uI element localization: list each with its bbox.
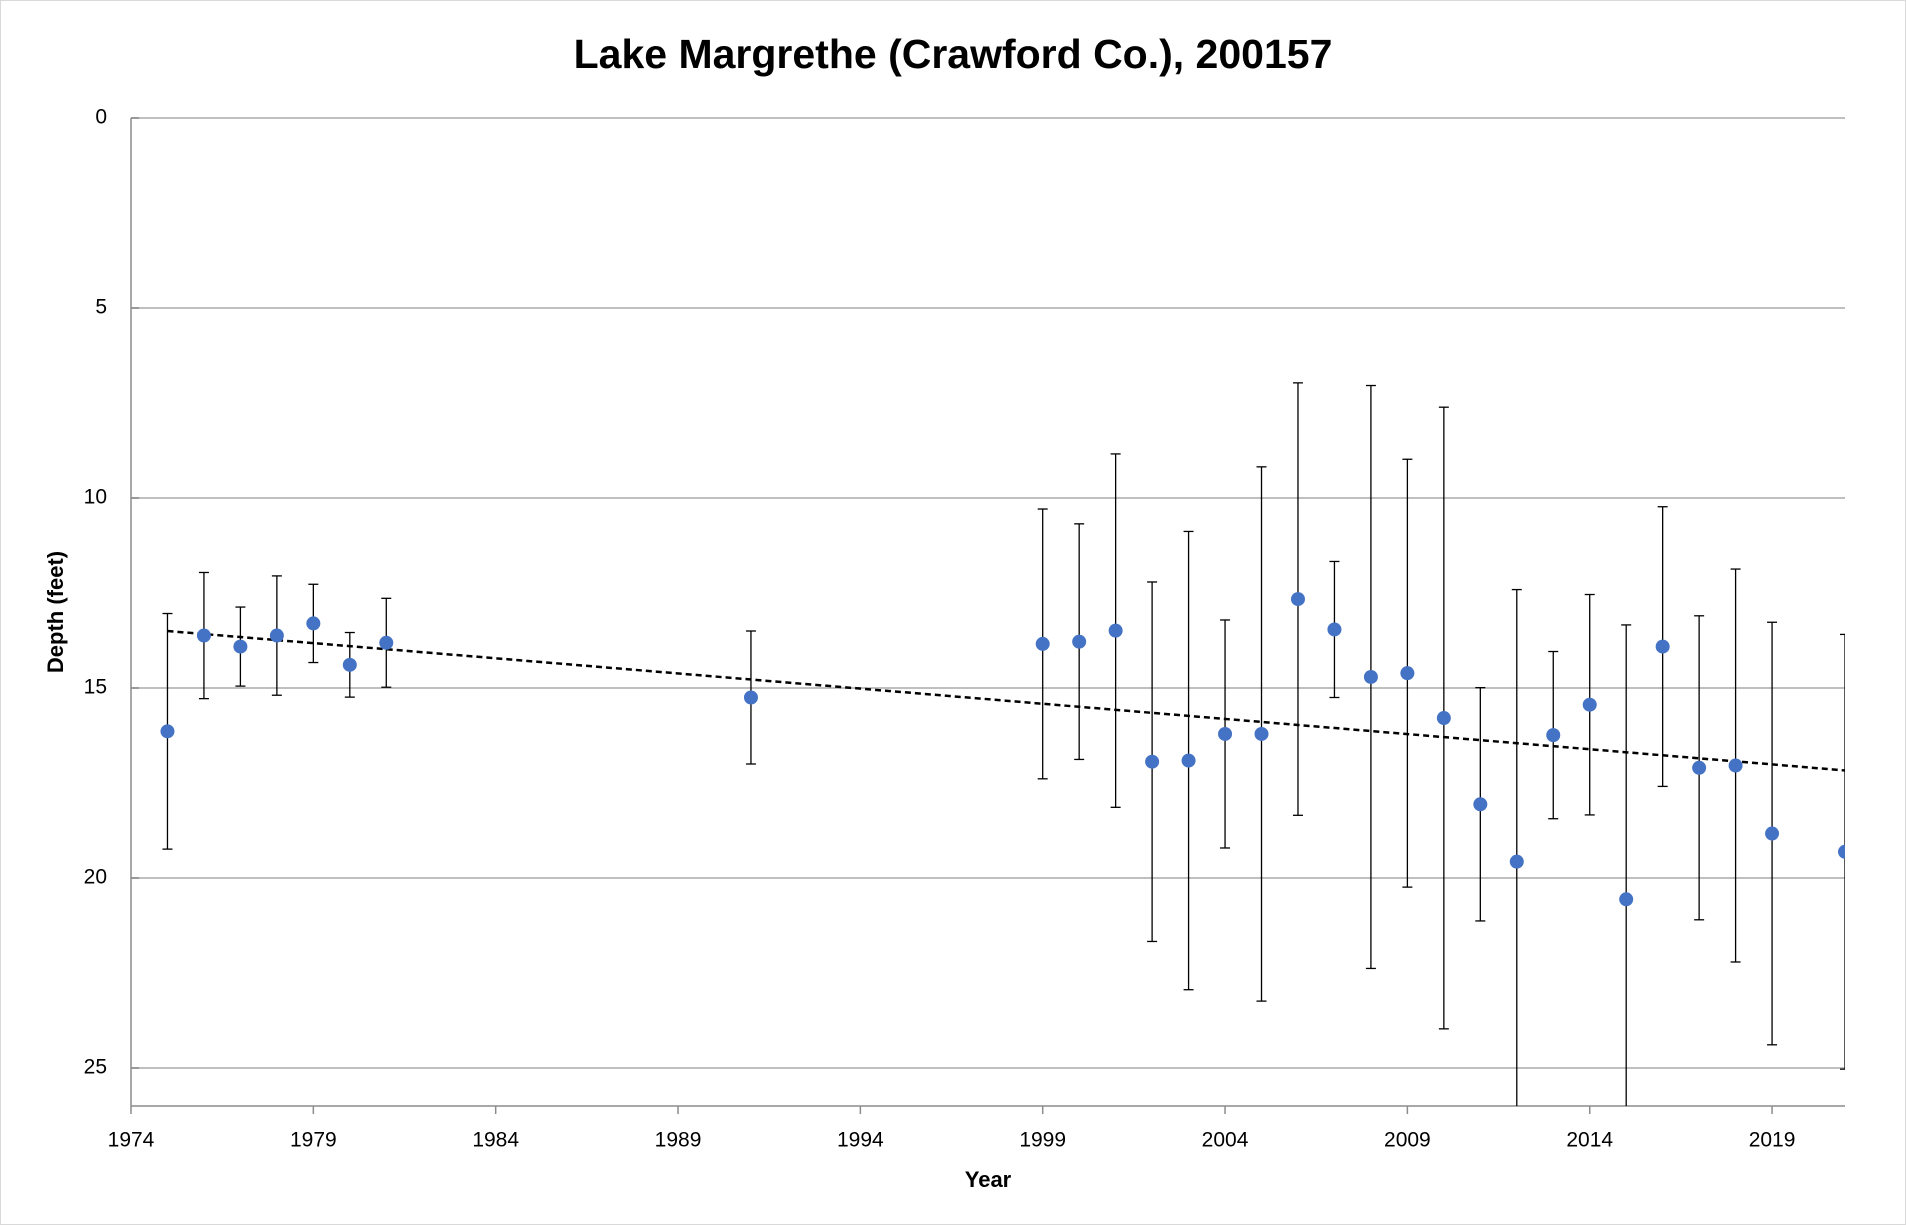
data-point bbox=[1765, 826, 1780, 841]
data-point bbox=[160, 724, 175, 739]
data-point bbox=[306, 616, 321, 631]
data-point bbox=[743, 690, 758, 705]
x-tick-label: 2014 bbox=[1566, 1129, 1613, 1152]
x-tick-label: 1989 bbox=[655, 1129, 702, 1152]
data-point bbox=[1327, 622, 1342, 637]
data-point bbox=[1582, 697, 1597, 712]
data-point bbox=[1145, 754, 1160, 769]
y-axis-label: Depth (feet) bbox=[43, 551, 68, 673]
x-tick-label: 2004 bbox=[1202, 1129, 1249, 1152]
data-point bbox=[233, 639, 248, 654]
x-tick-label: 1974 bbox=[108, 1129, 155, 1152]
data-point bbox=[1473, 797, 1488, 812]
data-point bbox=[1290, 592, 1305, 607]
error-bar bbox=[1840, 633, 1845, 1070]
data-point bbox=[1181, 753, 1196, 768]
data-point bbox=[269, 628, 284, 643]
data-point bbox=[1546, 728, 1561, 743]
data-point bbox=[1655, 639, 1670, 654]
x-tick-label: 2009 bbox=[1384, 1129, 1431, 1152]
data-point bbox=[1728, 758, 1743, 773]
y-tick-label: 10 bbox=[84, 486, 107, 509]
data-point bbox=[342, 657, 357, 672]
y-tick-label: 5 bbox=[95, 296, 107, 319]
data-point bbox=[1509, 854, 1524, 869]
x-tick-label: 1999 bbox=[1019, 1129, 1066, 1152]
data-point bbox=[1218, 726, 1233, 741]
data-point bbox=[1838, 844, 1845, 859]
data-point bbox=[1108, 623, 1123, 638]
data-point bbox=[1400, 666, 1415, 681]
data-layer bbox=[160, 382, 1845, 1106]
x-tick-label: 2019 bbox=[1749, 1129, 1796, 1152]
chart-title: Lake Margrethe (Crawford Co.), 200157 bbox=[574, 31, 1333, 77]
x-tick-label: 1979 bbox=[290, 1129, 337, 1152]
data-point bbox=[1363, 669, 1378, 684]
trendline bbox=[167, 629, 1845, 772]
data-point bbox=[1436, 711, 1451, 726]
data-point bbox=[379, 635, 394, 650]
x-axis-label: Year bbox=[965, 1167, 1012, 1192]
y-tick-label: 25 bbox=[84, 1056, 107, 1079]
x-tick-label: 1994 bbox=[837, 1129, 884, 1152]
y-tick-label: 15 bbox=[84, 676, 107, 699]
data-point bbox=[1619, 892, 1634, 907]
data-point bbox=[1692, 760, 1707, 775]
data-point bbox=[1072, 634, 1087, 649]
y-tick-label: 20 bbox=[84, 866, 107, 889]
data-point bbox=[196, 628, 211, 643]
x-tick-label: 1984 bbox=[472, 1129, 519, 1152]
y-tick-label: 0 bbox=[95, 106, 107, 129]
data-point bbox=[1254, 726, 1269, 741]
data-point bbox=[1035, 636, 1050, 651]
